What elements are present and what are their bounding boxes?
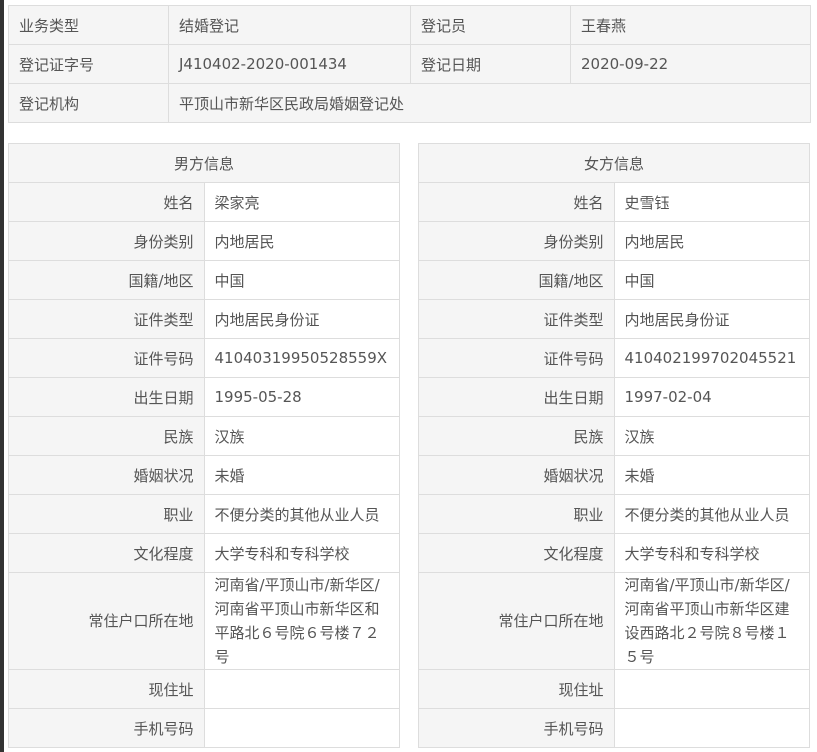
female-info-table: 女方信息 姓名 史雪钰 身份类别 内地居民 国籍/地区 中国 证件类型 内地居民身份证 证件号码 4… (418, 143, 810, 748)
field-label: 民族 (418, 416, 615, 456)
field-value: 未婚 (613, 455, 810, 495)
label-business-type: 业务类型 (8, 5, 169, 45)
table-row: 现住址 (418, 669, 810, 709)
field-label: 现住址 (8, 669, 205, 709)
field-label: 出生日期 (418, 377, 615, 417)
table-row: 业务类型 结婚登记 登记员 王春燕 (8, 5, 811, 45)
window-edge (0, 0, 4, 752)
field-label: 现住址 (418, 669, 615, 709)
table-row: 身份类别 内地居民 (8, 221, 400, 261)
label-registrar: 登记员 (410, 5, 571, 45)
field-value: 河南省/平顶山市/新华区/河南省平顶山市新华区和平路北６号院６号楼７２号 (203, 572, 400, 670)
table-row: 登记证字号 J410402-2020-001434 登记日期 2020-09-2… (8, 44, 811, 84)
field-value: 内地居民身份证 (203, 299, 400, 339)
value-business-type: 结婚登记 (168, 5, 411, 45)
field-value: 不便分类的其他从业人员 (203, 494, 400, 534)
table-row: 常住户口所在地 河南省/平顶山市/新华区/河南省平顶山市新华区和平路北６号院６号楼… (8, 572, 400, 670)
field-label: 姓名 (418, 182, 615, 222)
field-label: 婚姻状况 (8, 455, 205, 495)
male-info-header: 男方信息 (8, 143, 400, 183)
field-label: 手机号码 (8, 708, 205, 748)
table-row: 手机号码 (418, 708, 810, 748)
field-label: 姓名 (8, 182, 205, 222)
field-value: 内地居民 (203, 221, 400, 261)
table-row: 婚姻状况 未婚 (418, 455, 810, 495)
table-row: 身份类别 内地居民 (418, 221, 810, 261)
field-label: 职业 (8, 494, 205, 534)
field-label: 证件号码 (8, 338, 205, 378)
field-value: 1995-05-28 (203, 377, 400, 417)
registration-summary-table: 业务类型 结婚登记 登记员 王春燕 登记证字号 J410402-2020-001… (8, 5, 811, 123)
value-registration-date: 2020-09-22 (570, 44, 811, 84)
field-value: 河南省/平顶山市/新华区/河南省平顶山市新华区建设西路北２号院８号楼１５号 (613, 572, 810, 670)
table-row: 出生日期 1997-02-04 (418, 377, 810, 417)
label-certificate-number: 登记证字号 (8, 44, 169, 84)
field-value: 汉族 (203, 416, 400, 456)
field-label: 身份类别 (418, 221, 615, 261)
table-row: 国籍/地区 中国 (418, 260, 810, 300)
label-registration-date: 登记日期 (410, 44, 571, 84)
table-row: 职业 不便分类的其他从业人员 (418, 494, 810, 534)
field-value: 汉族 (613, 416, 810, 456)
table-row: 证件类型 内地居民身份证 (418, 299, 810, 339)
field-label: 国籍/地区 (418, 260, 615, 300)
field-label: 婚姻状况 (418, 455, 615, 495)
table-row: 国籍/地区 中国 (8, 260, 400, 300)
field-value: 史雪钰 (613, 182, 810, 222)
field-value: 内地居民身份证 (613, 299, 810, 339)
field-value: 梁家亮 (203, 182, 400, 222)
female-info-header: 女方信息 (418, 143, 810, 183)
field-value (203, 708, 400, 748)
table-row: 民族 汉族 (418, 416, 810, 456)
field-value: 内地居民 (613, 221, 810, 261)
table-row: 常住户口所在地 河南省/平顶山市/新华区/河南省平顶山市新华区建设西路北２号院８号… (418, 572, 810, 670)
field-value: 大学专科和专科学校 (203, 533, 400, 573)
field-value: 41040319950528559X (203, 338, 400, 378)
value-registrar: 王春燕 (570, 5, 811, 45)
table-row: 证件类型 内地居民身份证 (8, 299, 400, 339)
field-label: 国籍/地区 (8, 260, 205, 300)
table-row: 民族 汉族 (8, 416, 400, 456)
field-label: 证件类型 (418, 299, 615, 339)
field-label: 职业 (418, 494, 615, 534)
field-value: 410402199702045521 (613, 338, 810, 378)
field-value (613, 708, 810, 748)
male-info-table: 男方信息 姓名 梁家亮 身份类别 内地居民 国籍/地区 中国 证件类型 内地居民身份证 证件号码 4… (8, 143, 400, 748)
field-label: 文化程度 (418, 533, 615, 573)
table-row: 文化程度 大学专科和专科学校 (8, 533, 400, 573)
field-value (203, 669, 400, 709)
table-row: 姓名 史雪钰 (418, 182, 810, 222)
field-value: 大学专科和专科学校 (613, 533, 810, 573)
table-row: 登记机构 平顶山市新华区民政局婚姻登记处 (8, 83, 811, 123)
label-registration-office: 登记机构 (8, 83, 169, 123)
field-label: 证件号码 (418, 338, 615, 378)
field-value: 未婚 (203, 455, 400, 495)
field-value: 不便分类的其他从业人员 (613, 494, 810, 534)
table-row: 文化程度 大学专科和专科学校 (418, 533, 810, 573)
field-label: 常住户口所在地 (418, 572, 615, 670)
table-row: 手机号码 (8, 708, 400, 748)
table-row: 女方信息 (418, 143, 810, 183)
field-value (613, 669, 810, 709)
table-row: 婚姻状况 未婚 (8, 455, 400, 495)
table-row: 现住址 (8, 669, 400, 709)
field-label: 常住户口所在地 (8, 572, 205, 670)
field-value: 中国 (613, 260, 810, 300)
field-label: 身份类别 (8, 221, 205, 261)
table-row: 姓名 梁家亮 (8, 182, 400, 222)
table-row: 职业 不便分类的其他从业人员 (8, 494, 400, 534)
table-row: 证件号码 410402199702045521 (418, 338, 810, 378)
field-label: 证件类型 (8, 299, 205, 339)
value-certificate-number: J410402-2020-001434 (168, 44, 411, 84)
field-value: 中国 (203, 260, 400, 300)
field-value: 1997-02-04 (613, 377, 810, 417)
field-label: 文化程度 (8, 533, 205, 573)
value-registration-office: 平顶山市新华区民政局婚姻登记处 (168, 83, 811, 123)
table-row: 证件号码 41040319950528559X (8, 338, 400, 378)
field-label: 出生日期 (8, 377, 205, 417)
field-label: 民族 (8, 416, 205, 456)
table-row: 出生日期 1995-05-28 (8, 377, 400, 417)
table-row: 男方信息 (8, 143, 400, 183)
field-label: 手机号码 (418, 708, 615, 748)
